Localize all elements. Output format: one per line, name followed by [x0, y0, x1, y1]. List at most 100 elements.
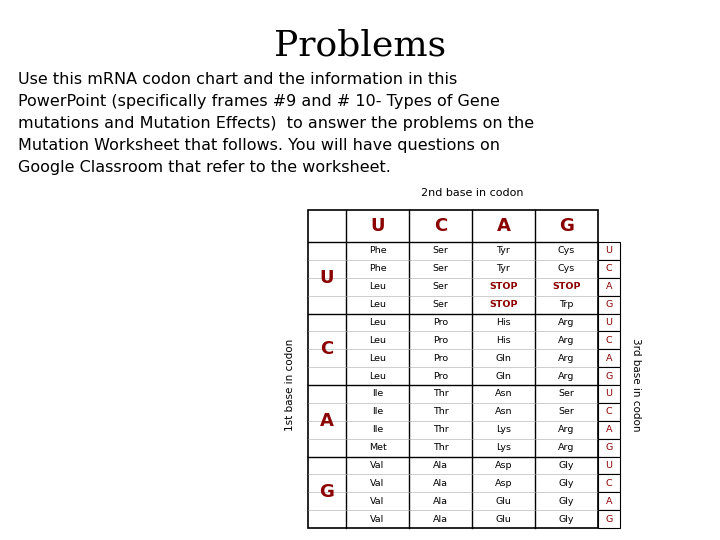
- Text: PowerPoint (specifically frames #9 and # 10- Types of Gene: PowerPoint (specifically frames #9 and #…: [18, 94, 500, 109]
- Text: Thr: Thr: [433, 425, 449, 434]
- Text: Lys: Lys: [496, 425, 511, 434]
- Text: Trp: Trp: [559, 300, 574, 309]
- Text: Val: Val: [370, 479, 384, 488]
- Bar: [598, 332, 620, 349]
- Text: Cys: Cys: [558, 264, 575, 273]
- Bar: [598, 314, 620, 332]
- Text: Mutation Worksheet that follows. You will have questions on: Mutation Worksheet that follows. You wil…: [18, 138, 500, 153]
- Text: C: C: [606, 407, 612, 416]
- Text: Ala: Ala: [433, 461, 448, 470]
- Text: A: A: [606, 497, 612, 505]
- Text: Cys: Cys: [558, 246, 575, 255]
- Text: Arg: Arg: [558, 354, 575, 363]
- Bar: [308, 210, 598, 528]
- Text: Asn: Asn: [495, 407, 512, 416]
- Text: C: C: [606, 336, 612, 345]
- Bar: [598, 438, 620, 456]
- Text: Arg: Arg: [558, 425, 575, 434]
- Text: Pro: Pro: [433, 318, 448, 327]
- Text: Ser: Ser: [433, 264, 449, 273]
- Text: Gln: Gln: [495, 372, 511, 381]
- Bar: [598, 367, 620, 385]
- Text: A: A: [606, 354, 612, 363]
- Text: A: A: [606, 425, 612, 434]
- Text: C: C: [606, 264, 612, 273]
- Text: Val: Val: [370, 515, 384, 524]
- Text: A: A: [320, 411, 334, 430]
- Text: Ala: Ala: [433, 479, 448, 488]
- Text: Glu: Glu: [495, 515, 511, 524]
- Text: His: His: [496, 336, 510, 345]
- Text: Leu: Leu: [369, 318, 386, 327]
- Text: Thr: Thr: [433, 407, 449, 416]
- Text: Asn: Asn: [495, 389, 512, 399]
- Text: Problems: Problems: [274, 28, 446, 62]
- Text: Ile: Ile: [372, 425, 383, 434]
- Bar: [598, 474, 620, 492]
- Text: Ala: Ala: [433, 497, 448, 505]
- Bar: [598, 295, 620, 314]
- Text: Ser: Ser: [559, 407, 575, 416]
- Text: 2nd base in codon: 2nd base in codon: [420, 188, 523, 198]
- Text: G: G: [559, 217, 574, 235]
- Text: Gly: Gly: [559, 497, 575, 505]
- Text: Phe: Phe: [369, 246, 387, 255]
- Text: Thr: Thr: [433, 389, 449, 399]
- Text: Use this mRNA codon chart and the information in this: Use this mRNA codon chart and the inform…: [18, 72, 457, 87]
- Text: Arg: Arg: [558, 372, 575, 381]
- Bar: [598, 403, 620, 421]
- Text: U: U: [606, 318, 613, 327]
- Text: 3rd base in codon: 3rd base in codon: [631, 338, 641, 432]
- Text: U: U: [606, 461, 613, 470]
- Text: Gly: Gly: [559, 515, 575, 524]
- Text: Leu: Leu: [369, 282, 386, 291]
- Text: Pro: Pro: [433, 336, 448, 345]
- Text: Arg: Arg: [558, 336, 575, 345]
- Text: G: G: [606, 372, 613, 381]
- Bar: [598, 385, 620, 403]
- Text: U: U: [606, 389, 613, 399]
- Text: Ser: Ser: [559, 389, 575, 399]
- Text: Phe: Phe: [369, 264, 387, 273]
- Text: Ile: Ile: [372, 389, 383, 399]
- Bar: [598, 456, 620, 474]
- Text: Arg: Arg: [558, 318, 575, 327]
- Text: Gln: Gln: [495, 354, 511, 363]
- Text: Ser: Ser: [433, 246, 449, 255]
- Text: Gly: Gly: [559, 479, 575, 488]
- Text: Asp: Asp: [495, 461, 512, 470]
- Text: Leu: Leu: [369, 372, 386, 381]
- Text: G: G: [606, 515, 613, 524]
- Bar: [598, 510, 620, 528]
- Text: Google Classroom that refer to the worksheet.: Google Classroom that refer to the works…: [18, 160, 391, 175]
- Bar: [598, 421, 620, 438]
- Text: His: His: [496, 318, 510, 327]
- Text: Ala: Ala: [433, 515, 448, 524]
- Text: Glu: Glu: [495, 497, 511, 505]
- Text: Pro: Pro: [433, 354, 448, 363]
- Text: Arg: Arg: [558, 443, 575, 452]
- Text: C: C: [320, 340, 333, 358]
- Text: G: G: [320, 483, 334, 501]
- Text: Val: Val: [370, 497, 384, 505]
- Bar: [598, 349, 620, 367]
- Text: Asp: Asp: [495, 479, 512, 488]
- Text: Pro: Pro: [433, 372, 448, 381]
- Text: Tyr: Tyr: [497, 246, 510, 255]
- Text: A: A: [497, 217, 510, 235]
- Text: 1st base in codon: 1st base in codon: [285, 339, 295, 431]
- Text: STOP: STOP: [552, 282, 581, 291]
- Text: Ser: Ser: [433, 282, 449, 291]
- Text: G: G: [606, 300, 613, 309]
- Text: Thr: Thr: [433, 443, 449, 452]
- Text: C: C: [606, 479, 612, 488]
- Text: mutations and Mutation Effects)  to answer the problems on the: mutations and Mutation Effects) to answe…: [18, 116, 534, 131]
- Text: U: U: [320, 269, 334, 287]
- Bar: [598, 492, 620, 510]
- Text: Ser: Ser: [433, 300, 449, 309]
- Bar: [598, 260, 620, 278]
- Text: U: U: [606, 246, 613, 255]
- Text: A: A: [606, 282, 612, 291]
- Text: Met: Met: [369, 443, 387, 452]
- Text: STOP: STOP: [490, 300, 518, 309]
